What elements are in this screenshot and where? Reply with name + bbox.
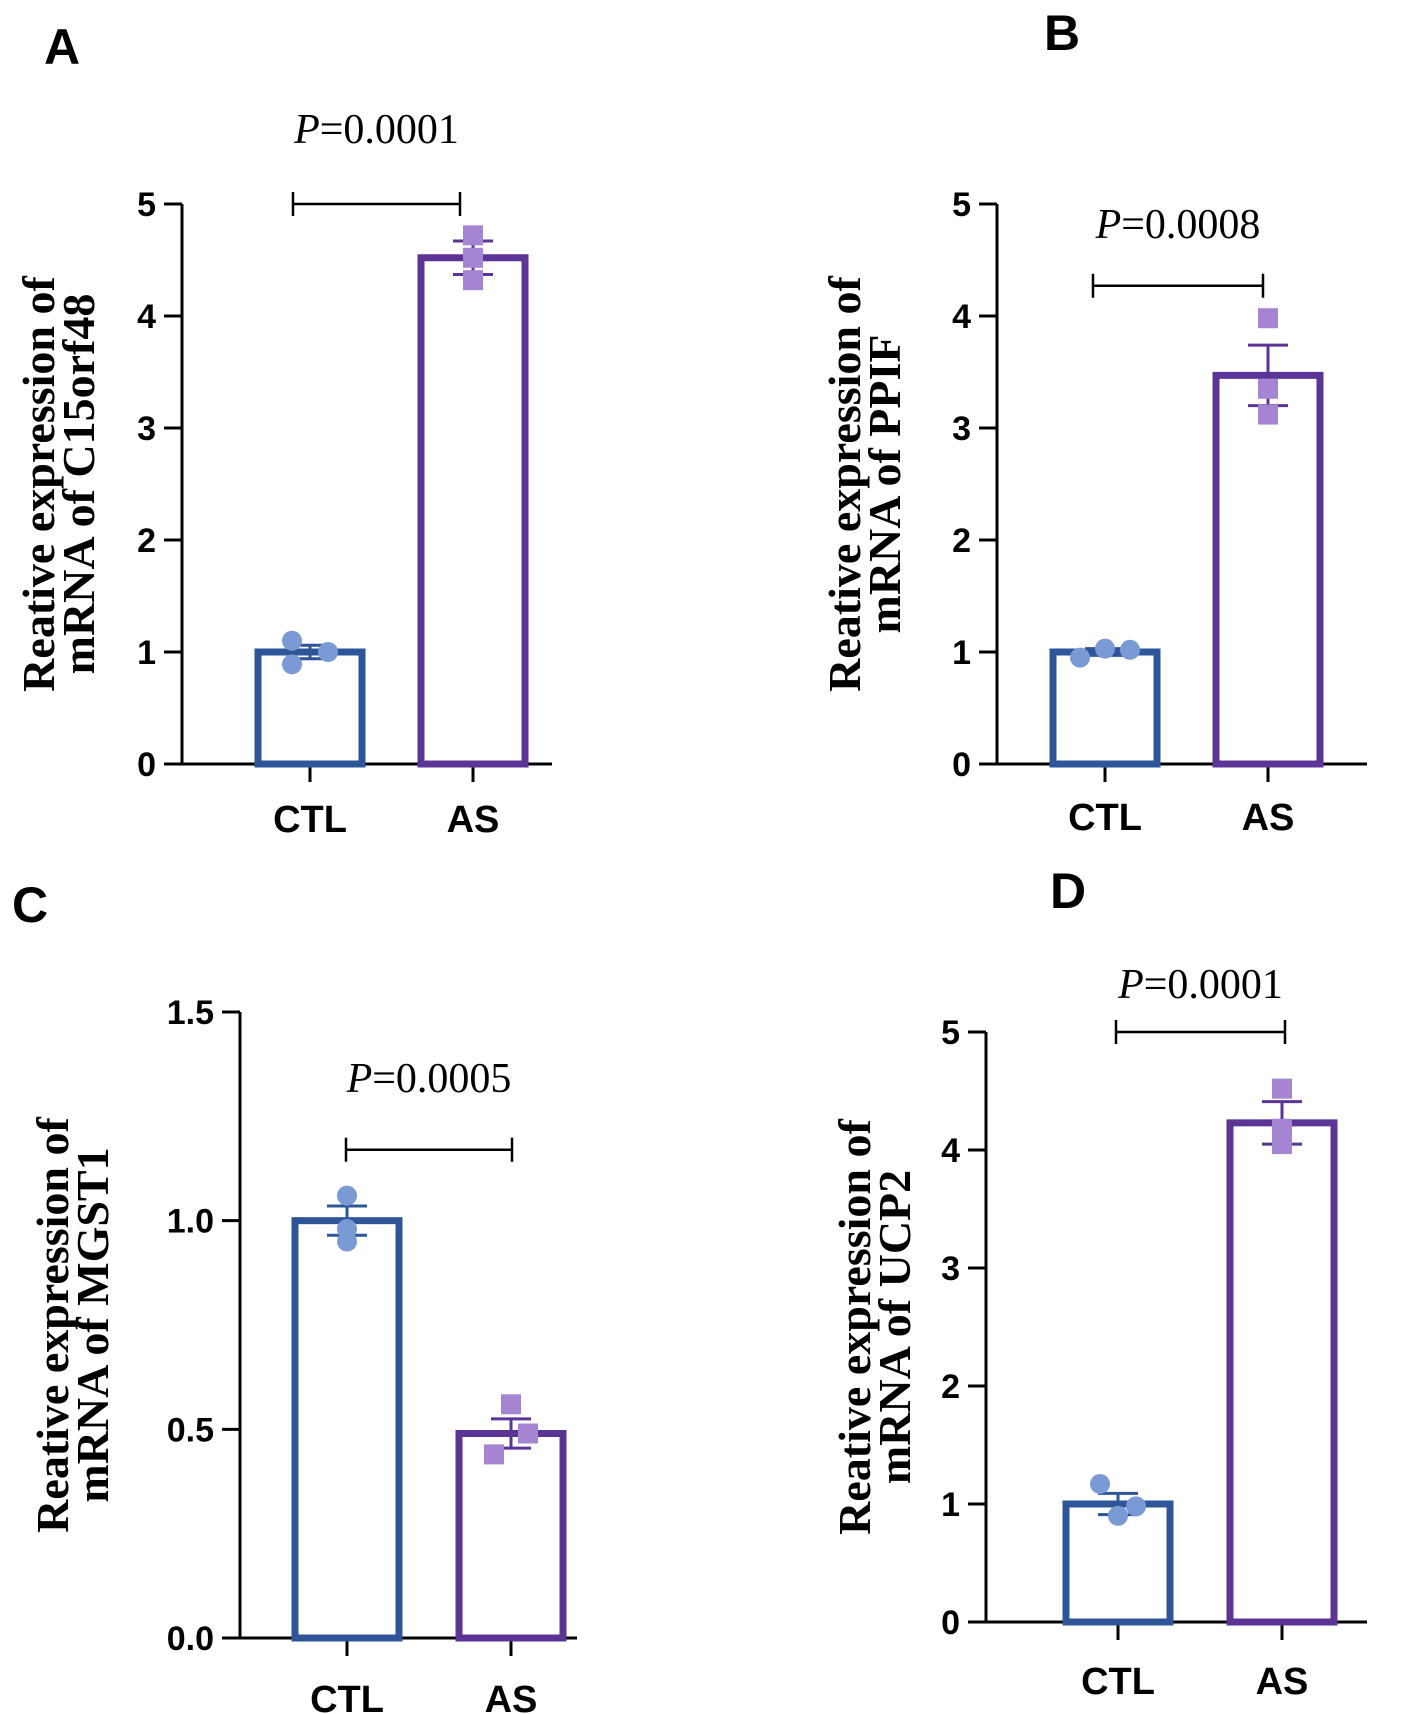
data-point-ctl: [282, 631, 302, 651]
panel-letter: D: [1050, 863, 1086, 919]
y-tick-label: 5: [952, 186, 971, 224]
y-axis-label-line: mRNA of UCP2: [869, 1170, 920, 1484]
data-point-ctl: [1126, 1496, 1146, 1516]
data-point-ctl: [1095, 639, 1115, 659]
p-value-number: =0.0005: [372, 1056, 511, 1102]
y-tick-label: 4: [941, 1132, 960, 1170]
p-value-label: P=0.0001: [1117, 962, 1283, 1008]
data-point-ctl: [1070, 648, 1090, 668]
y-tick-label: 2: [137, 522, 156, 560]
x-category-label: CTL: [273, 799, 347, 841]
y-tick-label: 1.5: [167, 994, 214, 1032]
data-point-as: [1258, 379, 1278, 399]
y-tick-label: 5: [137, 186, 156, 224]
data-point-ctl: [1108, 1506, 1128, 1526]
y-tick-label: 5: [941, 1014, 960, 1052]
x-category-label: AS: [1242, 797, 1295, 839]
x-category-label: AS: [485, 1679, 538, 1714]
y-tick-label: 0: [941, 1604, 960, 1642]
y-tick-label: 4: [952, 298, 971, 336]
p-value-label: P=0.0005: [346, 1056, 512, 1102]
y-tick-label: 1: [952, 634, 971, 672]
y-tick-label: 4: [137, 298, 156, 336]
data-point-as: [1272, 1134, 1292, 1154]
x-category-label: CTL: [1081, 1661, 1155, 1703]
y-tick-label: 0: [137, 746, 156, 784]
x-category-label: AS: [447, 799, 500, 841]
p-value-number: =0.0001: [1144, 962, 1283, 1008]
y-axis-label-line: mRNA of PPIF: [859, 335, 910, 634]
panel-letter: B: [1044, 5, 1080, 61]
y-tick-label: 1: [137, 634, 156, 672]
p-value-label: P=0.0008: [1095, 202, 1261, 248]
bar-as: [1230, 1123, 1334, 1622]
data-point-as: [484, 1444, 504, 1464]
bar-ctl: [295, 1221, 399, 1638]
bar-as: [459, 1434, 563, 1638]
p-value-number: =0.0001: [320, 107, 459, 153]
data-point-as: [1258, 308, 1278, 328]
y-tick-label: 3: [941, 1250, 960, 1288]
bar-as: [1216, 375, 1320, 764]
p-value-prefix: P: [1095, 202, 1122, 248]
data-point-ctl: [282, 654, 302, 674]
panel-letter: C: [12, 877, 48, 933]
y-tick-label: 0: [952, 746, 971, 784]
x-category-label: CTL: [1068, 797, 1142, 839]
data-point-as: [463, 270, 483, 290]
data-point-as: [1258, 405, 1278, 425]
y-tick-label: 0.0: [167, 1620, 214, 1658]
data-point-as: [463, 248, 483, 268]
data-point-ctl: [337, 1232, 357, 1252]
y-tick-label: 0.5: [167, 1411, 214, 1449]
x-category-label: AS: [1256, 1661, 1309, 1703]
y-axis-label-line: mRNA of C15orf48: [53, 294, 104, 675]
p-value-label: P=0.0001: [293, 107, 459, 153]
bar-ctl: [258, 652, 362, 764]
y-tick-label: 3: [137, 410, 156, 448]
y-tick-label: 1: [941, 1486, 960, 1524]
p-value-number: =0.0008: [1121, 202, 1260, 248]
y-tick-label: 3: [952, 410, 971, 448]
p-value-prefix: P: [1117, 962, 1144, 1008]
bar-as: [421, 258, 525, 764]
y-tick-label: 1.0: [167, 1203, 214, 1241]
y-tick-label: 2: [952, 522, 971, 560]
x-category-label: CTL: [310, 1679, 384, 1714]
p-value-prefix: P: [293, 107, 320, 153]
data-point-as: [463, 225, 483, 245]
data-point-as: [518, 1424, 538, 1444]
data-point-ctl: [1120, 640, 1140, 660]
p-value-prefix: P: [346, 1056, 373, 1102]
data-point-ctl: [337, 1186, 357, 1206]
data-point-ctl: [1090, 1474, 1110, 1494]
figure: AReative expression ofmRNA of C15orf4801…: [0, 0, 1405, 1714]
data-point-as: [1272, 1079, 1292, 1099]
panel-letter: A: [44, 19, 80, 75]
data-point-ctl: [318, 642, 338, 662]
y-tick-label: 2: [941, 1368, 960, 1406]
data-point-as: [501, 1394, 521, 1414]
y-axis-label-line: mRNA of MGST1: [67, 1147, 118, 1502]
bar-ctl: [1053, 652, 1157, 764]
